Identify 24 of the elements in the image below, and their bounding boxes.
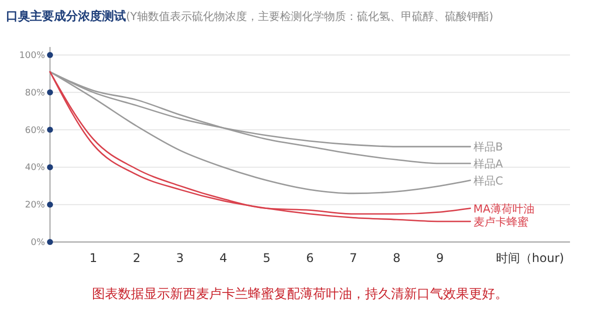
y-tick-label: 80% bbox=[24, 88, 46, 98]
x-tick-label: 4 bbox=[220, 251, 228, 265]
x-tick-label: 6 bbox=[306, 251, 314, 265]
chart-subtitle: (Y轴数值表示硫化物浓度，主要检测化学物质：硫化氢、甲硫醇、硫酸钾酯) bbox=[126, 10, 494, 23]
x-tick-label: 1 bbox=[90, 251, 98, 265]
y-tick-label: 0% bbox=[30, 238, 46, 248]
x-tick-label: 2 bbox=[132, 251, 140, 265]
y-tick-label: 100% bbox=[19, 51, 46, 61]
series-label: 样品B bbox=[473, 140, 503, 154]
text: 图表数据显示新西麦卢卡兰蜂蜜复配薄荷叶油，持久清新口气效果更好。 bbox=[92, 286, 508, 302]
series-label: 麦卢卡蜂蜜 bbox=[473, 215, 528, 228]
x-tick-label: 8 bbox=[392, 251, 400, 265]
series-label: 样品C bbox=[473, 174, 504, 188]
series-label: MA薄荷叶油 bbox=[473, 202, 534, 216]
x-axis-title: 时间（hour) bbox=[496, 251, 564, 265]
y-tick-label: 60% bbox=[24, 126, 46, 136]
x-tick-label: 7 bbox=[350, 251, 358, 265]
x-tick-label: 9 bbox=[436, 251, 444, 265]
chart-title: 口臭主要成分浓度测试 bbox=[6, 9, 126, 23]
y-tick-label: 20% bbox=[24, 200, 46, 211]
x-tick-label: 3 bbox=[176, 251, 184, 265]
x-tick-label: 5 bbox=[262, 251, 270, 265]
y-tick-label: 40% bbox=[24, 163, 46, 174]
series-label: 样品A bbox=[473, 157, 504, 170]
